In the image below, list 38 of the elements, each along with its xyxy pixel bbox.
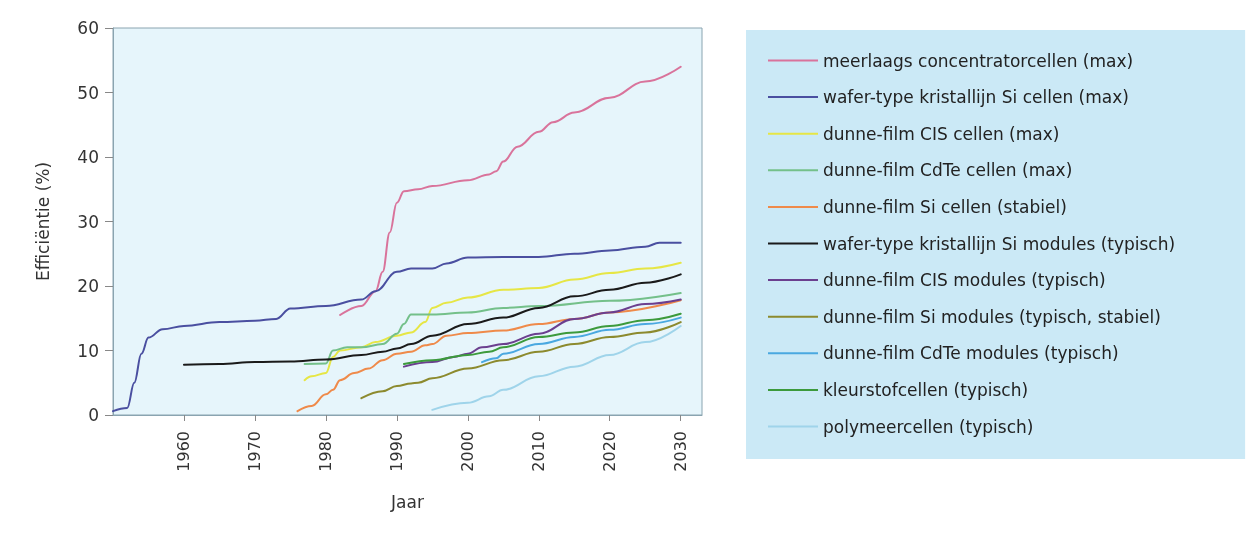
line-series [402,298,682,368]
line-series [303,292,682,366]
line-series [112,241,682,413]
line-series [431,324,682,411]
line-series [360,321,682,400]
legend-label: polymeercellen (typisch) [823,416,1034,437]
y-tick-label: 10 [77,340,99,361]
x-tick-label: 2010 [529,431,549,472]
y-tick-label: 20 [77,276,99,296]
legend-label: wafer-type kristallijn Si cellen (max) [823,87,1129,108]
legend-label: dunne-film CdTe modules (typisch) [823,343,1119,364]
legend-label: wafer-type kristallijn Si modules (typisch) [823,233,1176,254]
line-series [339,65,682,317]
y-tick-label: 30 [77,211,99,232]
line-series [303,261,682,382]
x-tick-label: 2030 [671,431,691,472]
x-tick-label: 2020 [600,431,620,472]
x-tick-label: 1980 [316,431,336,472]
legend-label: kleurstofcellen (typisch) [823,379,1029,400]
y-tick-label: 40 [77,147,99,167]
x-tick-label: 1960 [174,431,194,472]
legend-label: dunne-film CIS modules (typisch) [823,270,1106,291]
legend-label: dunne-film Si cellen (stabiel) [823,196,1067,217]
line-series [481,316,682,364]
x-tick-label: 1970 [245,431,265,472]
legend-label: meerlaags concentratorcellen (max) [823,50,1134,71]
legend-label: dunne-film CdTe cellen (max) [823,160,1073,181]
x-axis-title: Jaar [390,491,424,512]
legend-label: dunne-film Si modules (typisch, stabiel) [823,306,1161,327]
y-tick-label: 50 [77,82,99,103]
x-tick-label: 2000 [458,431,478,472]
line-series [182,273,682,366]
y-axis-title: Efficiëntie (%) [32,161,53,282]
y-tick-label: 60 [77,18,99,38]
y-tick-label: 0 [88,405,99,425]
line-series [402,312,682,366]
x-tick-label: 1990 [387,431,407,472]
legend-label: dunne-film CIS cellen (max) [823,123,1060,144]
